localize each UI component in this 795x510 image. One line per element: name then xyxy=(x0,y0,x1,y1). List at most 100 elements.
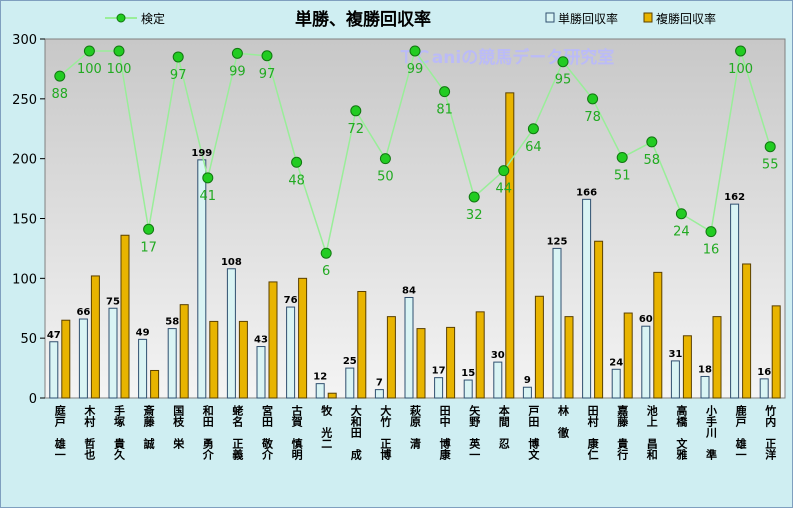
watermark-layer: ＴＣaniの競馬データ研究室 xyxy=(398,47,614,68)
legend-label-tansho: 単勝回収率 xyxy=(558,11,618,26)
y-tick-label: 100 xyxy=(12,272,37,287)
bar-tansho xyxy=(730,203,740,399)
bar-tansho xyxy=(582,198,592,399)
x-tick-label: 蛯名 正義 xyxy=(231,404,244,461)
bar-tansho xyxy=(49,341,59,399)
bar-label-tansho: 47 xyxy=(47,330,61,341)
line-label-kentei: 44 xyxy=(496,182,513,197)
plot-area xyxy=(44,38,786,399)
line-label-kentei: 99 xyxy=(407,62,424,77)
line-point-kentei xyxy=(261,50,273,62)
x-tick-label: 竹内 正洋 xyxy=(764,404,778,461)
bar-fukusho xyxy=(505,92,515,399)
line-point-kentei xyxy=(202,172,214,184)
bar-label-tansho: 31 xyxy=(668,349,682,360)
line-label-kentei: 64 xyxy=(525,140,542,155)
bar-tansho xyxy=(434,377,444,399)
bar-tansho xyxy=(463,379,473,399)
line-point-kentei xyxy=(409,45,421,57)
line-point-kentei xyxy=(172,51,184,63)
bar-label-tansho: 166 xyxy=(576,187,597,198)
line-label-kentei: 81 xyxy=(436,103,453,118)
x-tick-label: 小手川 準 xyxy=(705,404,719,461)
x-tick-label: 池上 昌和 xyxy=(645,404,658,461)
line-label-kentei: 72 xyxy=(348,122,365,137)
bars-layer xyxy=(49,92,781,399)
bar-tansho xyxy=(315,383,325,399)
bar-fukusho xyxy=(446,326,456,399)
bar-fukusho xyxy=(61,319,71,399)
bar-fukusho xyxy=(268,281,278,399)
bar-label-tansho: 17 xyxy=(432,366,446,377)
bar-tansho xyxy=(138,338,148,399)
bar-fukusho xyxy=(742,263,752,399)
bar-tansho xyxy=(670,360,680,399)
watermark-text: ＴＣaniの競馬データ研究室 xyxy=(398,47,614,68)
bar-label-tansho: 12 xyxy=(313,372,327,383)
y-tick-label: 0 xyxy=(29,392,37,407)
line-point-kentei xyxy=(735,45,747,57)
bar-fukusho xyxy=(712,316,722,399)
x-tick-label: 高橋 文雅 xyxy=(675,404,688,461)
bar-fukusho xyxy=(682,335,692,399)
bar-label-tansho: 16 xyxy=(757,367,771,378)
line-point-kentei xyxy=(379,153,391,165)
line-point-kentei xyxy=(54,70,66,82)
x-tick-label: 宮田 敬介 xyxy=(261,404,275,460)
bar-fukusho xyxy=(238,320,248,399)
x-tick-label: 斎藤 誠 xyxy=(142,404,155,450)
bar-label-tansho: 24 xyxy=(609,357,623,368)
bar-fukusho xyxy=(771,305,781,399)
line-point-kentei xyxy=(557,56,569,68)
bar-label-tansho: 58 xyxy=(165,317,179,328)
x-tick-label: 牧 光二 xyxy=(320,404,334,449)
bar-tansho xyxy=(226,268,236,399)
y-axis: 0 50 100 150 200 250 300 xyxy=(12,33,45,407)
bar-fukusho xyxy=(90,275,100,399)
bar-tansho xyxy=(493,361,503,399)
bar-tansho xyxy=(256,346,266,399)
line-label-kentei: 95 xyxy=(555,73,572,88)
line-label-kentei: 51 xyxy=(614,168,631,183)
y-tick-label: 200 xyxy=(12,153,37,168)
bar-tansho xyxy=(641,325,651,399)
line-label-kentei: 48 xyxy=(288,173,305,188)
line-point-kentei xyxy=(113,45,125,57)
bar-tansho xyxy=(522,386,532,399)
line-point-kentei xyxy=(616,151,628,163)
bar-label-tansho: 7 xyxy=(376,378,383,389)
line-point-kentei xyxy=(468,191,480,203)
bar-label-tansho: 49 xyxy=(136,327,150,338)
bar-label-tansho: 15 xyxy=(461,368,475,379)
y-tick-label: 300 xyxy=(12,33,37,48)
legend-box-fukusho xyxy=(643,12,653,23)
line-label-kentei: 100 xyxy=(728,62,753,77)
line-point-kentei xyxy=(439,86,451,98)
bar-fukusho xyxy=(120,234,130,399)
bar-fukusho xyxy=(209,320,219,399)
bar-fukusho xyxy=(623,312,633,399)
legend-marker-swatch xyxy=(116,13,126,23)
x-tick-label: 鹿戸 雄一 xyxy=(734,404,748,460)
line-point-kentei xyxy=(320,247,332,259)
legend-label-fukusho: 複勝回収率 xyxy=(656,11,716,26)
line-label-kentei: 58 xyxy=(644,153,661,168)
line-point-kentei xyxy=(527,123,539,135)
legend-label-kentei: 検定 xyxy=(141,11,165,26)
line-label-kentei: 41 xyxy=(200,189,217,204)
x-tick-label: 嘉藤 貴行 xyxy=(616,404,630,461)
line-point-kentei xyxy=(705,226,717,238)
line-label-kentei: 97 xyxy=(170,68,187,83)
bar-label-tansho: 162 xyxy=(724,192,745,203)
chart-title: 単勝、複勝回収率 xyxy=(295,9,431,30)
line-point-kentei xyxy=(350,105,362,117)
bar-fukusho xyxy=(534,295,544,399)
line-labels-layer: 88 100 100 17 97 41 99 97 48 6 72 50 99 81 32 44 64 95 78 5… xyxy=(52,62,779,279)
bar-fukusho xyxy=(386,316,396,399)
bar-label-tansho: 75 xyxy=(106,296,120,307)
bar-fukusho xyxy=(357,290,367,399)
line-label-kentei: 99 xyxy=(229,64,246,79)
